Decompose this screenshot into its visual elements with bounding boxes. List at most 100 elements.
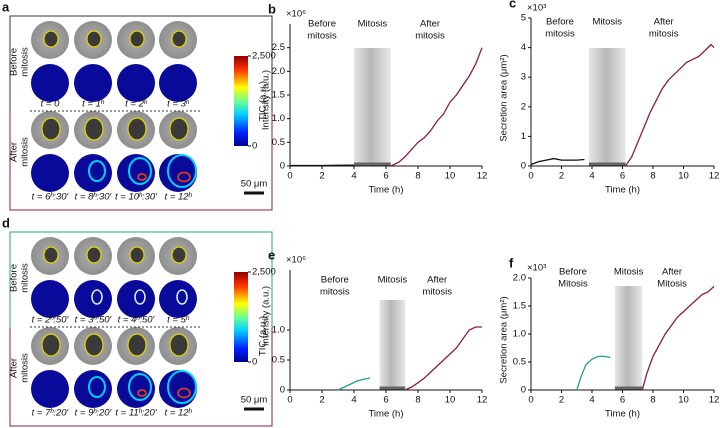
fluorescence-image	[117, 64, 155, 102]
fluorescence-image	[74, 64, 112, 102]
cell	[84, 333, 104, 357]
x-tick-label: 6	[383, 171, 388, 182]
x-tick-label: 10	[678, 395, 689, 406]
data-line	[576, 355, 611, 391]
fluorescence-image	[31, 64, 69, 102]
data-line	[337, 377, 371, 391]
cell	[129, 30, 145, 48]
secretion-signal	[91, 289, 103, 305]
y-tick-label: 0	[521, 385, 526, 396]
panel-label: e	[268, 247, 275, 262]
fluorescence-image	[159, 64, 197, 102]
colorbar-label: Intensity (a.u.)	[261, 70, 272, 130]
x-tick-label: 0	[287, 395, 292, 406]
secretion-signal	[167, 154, 197, 188]
x-tick-label: 10	[678, 171, 689, 182]
cell	[86, 246, 102, 264]
x-axis-label: Time (h)	[368, 185, 403, 196]
fluorescence-image	[159, 280, 197, 318]
x-tick-label: 0	[528, 171, 533, 182]
y-tick-label: 4	[521, 42, 526, 53]
y-tick-label: 0	[280, 385, 285, 396]
annotation: After	[420, 19, 440, 30]
y-tick-label: 3	[521, 72, 526, 83]
x-tick-label: 0	[528, 395, 533, 406]
annotation: mitosis	[649, 29, 679, 40]
scale-bar-label: 50 μm	[241, 179, 268, 190]
time-label: t = 12ʰ	[165, 408, 193, 419]
x-tick-label: 6	[383, 395, 388, 406]
y-multiplier: ×10⁶	[286, 9, 306, 20]
panel-label: a	[2, 0, 10, 14]
time-label: t = 0	[41, 99, 60, 110]
annotation: After	[662, 267, 682, 278]
annotation: After	[427, 275, 447, 286]
cell	[43, 30, 59, 48]
annotation: mitosis	[415, 31, 445, 42]
cell	[41, 333, 61, 357]
x-tick-label: 4	[589, 171, 594, 182]
panel-label: b	[268, 1, 276, 16]
fluorescence-image	[117, 280, 155, 318]
time-label: t = 6ʰ:30′	[32, 192, 70, 203]
fluorescence-image	[31, 370, 69, 408]
panel-frame-top	[9, 15, 273, 112]
y-tick-label: 0	[280, 161, 285, 172]
annotation: Before	[546, 17, 574, 28]
time-label: t = 7ʰ:20′	[32, 408, 70, 419]
annotation: Before	[308, 19, 336, 30]
annotation: Mitosis	[657, 279, 687, 290]
data-line	[404, 326, 482, 391]
y-axis-label: TIC (a.u.)	[258, 81, 269, 121]
y-multiplier: ×10³	[527, 3, 546, 14]
annotation: Mitosis	[614, 267, 644, 278]
panel-label: c	[509, 0, 516, 10]
secretion-signal	[128, 157, 152, 185]
annotation: mitosis	[422, 287, 452, 298]
secretion-signal	[167, 370, 197, 404]
y-tick-label: 5	[521, 13, 526, 24]
time-label: t = 5ʰ	[167, 315, 190, 326]
cell	[169, 333, 189, 357]
mitosis-shading	[614, 286, 643, 390]
time-label: t = 2ʰ:50′	[32, 315, 70, 326]
x-tick-label: 8	[415, 395, 420, 406]
data-line	[390, 47, 483, 167]
cell	[127, 117, 147, 141]
secretion-signal	[88, 376, 106, 398]
panel-frame-top	[9, 231, 273, 328]
scale-bar-label: 50 μm	[241, 395, 268, 406]
y-tick-label: 0.5	[513, 357, 526, 368]
x-tick-label: 4	[351, 395, 356, 406]
mitosis-shading	[354, 48, 391, 166]
panel-frame-bottom	[9, 112, 273, 211]
annotation: Before	[321, 275, 349, 286]
x-tick-label: 2	[559, 395, 564, 406]
data-line	[624, 43, 715, 167]
y-tick-label: 1.0	[513, 329, 526, 340]
y-tick-label: 2.0	[513, 273, 526, 284]
x-tick-label: 0	[287, 171, 292, 182]
x-tick-label: 12	[477, 395, 488, 406]
x-tick-label: 6	[620, 171, 625, 182]
data-line	[530, 157, 585, 166]
y-multiplier: ×10³	[527, 263, 546, 274]
colorbar-tick-label: 2,500	[252, 51, 276, 62]
x-tick-label: 2	[319, 395, 324, 406]
colorbar-tick-label: 2,500	[252, 267, 276, 278]
data-line	[641, 285, 715, 391]
x-tick-label: 10	[445, 171, 456, 182]
cell	[86, 30, 102, 48]
secretion-hotspot	[137, 389, 147, 397]
secretion-signal	[176, 289, 188, 305]
colorbar	[234, 272, 248, 362]
colorbar-label: Intensity (a.u.)	[261, 286, 272, 346]
y-multiplier: ×10⁶	[286, 255, 306, 266]
x-axis-label: Time (h)	[605, 185, 640, 196]
colorbar-tick-label: 0	[252, 357, 257, 368]
row-label: After	[9, 142, 20, 162]
y-tick-label: 1.0	[272, 325, 285, 336]
secretion-hotspot	[177, 171, 191, 183]
annotation: mitosis	[545, 29, 575, 40]
